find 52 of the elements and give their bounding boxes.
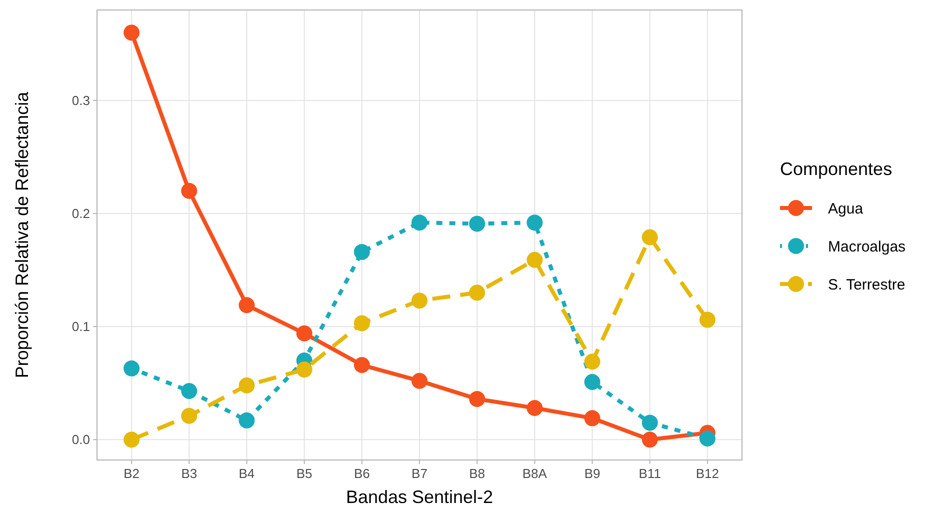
legend-title: Componentes (780, 159, 892, 179)
point (526, 400, 543, 416)
point (642, 229, 658, 246)
x-tick-label: B6 (354, 466, 370, 481)
x-tick-label: B8A (522, 466, 548, 481)
point (238, 297, 255, 314)
y-tick-label: 0.0 (72, 432, 90, 448)
x-tick-label: B5 (296, 466, 312, 481)
point (642, 432, 658, 448)
y-tick-label: 0.3 (72, 93, 90, 108)
point (124, 360, 140, 376)
y-axis-title: Proporción Relativa de Reflectancia (12, 90, 32, 378)
y-tick-label: 0.1 (72, 319, 90, 334)
x-tick-label: B11 (638, 466, 661, 481)
point (412, 372, 428, 389)
legend-label: Macroalgas (828, 238, 906, 256)
y-tick-label: 0.2 (72, 206, 90, 222)
point (354, 244, 370, 260)
point (296, 325, 312, 342)
point (181, 383, 198, 400)
point (584, 354, 600, 370)
point (354, 357, 370, 374)
point (412, 292, 428, 309)
x-tick-label: B4 (238, 466, 255, 481)
x-tick-label: B7 (412, 466, 428, 481)
point (296, 362, 312, 378)
point (469, 390, 486, 407)
x-axis-title: Bandas Sentinel-2 (346, 487, 494, 507)
x-tick-label: B8 (469, 466, 486, 481)
point (526, 214, 543, 231)
point (124, 432, 140, 448)
x-tick-label: B9 (584, 466, 600, 481)
point (181, 182, 198, 199)
point (469, 216, 486, 232)
x-tick-label: B3 (181, 466, 198, 481)
point (699, 312, 716, 328)
point (412, 214, 428, 231)
point (584, 410, 600, 426)
point (354, 315, 370, 332)
x-tick-label: B12 (696, 466, 720, 481)
point (181, 408, 198, 424)
point (238, 377, 255, 394)
legend-label: S. Terrestre (828, 276, 906, 294)
point (124, 24, 140, 41)
point (469, 284, 486, 301)
point (238, 412, 255, 428)
point (642, 414, 658, 431)
point (584, 374, 600, 390)
point (699, 430, 716, 447)
point (526, 252, 543, 268)
legend-label: Agua (828, 200, 864, 218)
x-tick-label: B2 (124, 466, 140, 481)
